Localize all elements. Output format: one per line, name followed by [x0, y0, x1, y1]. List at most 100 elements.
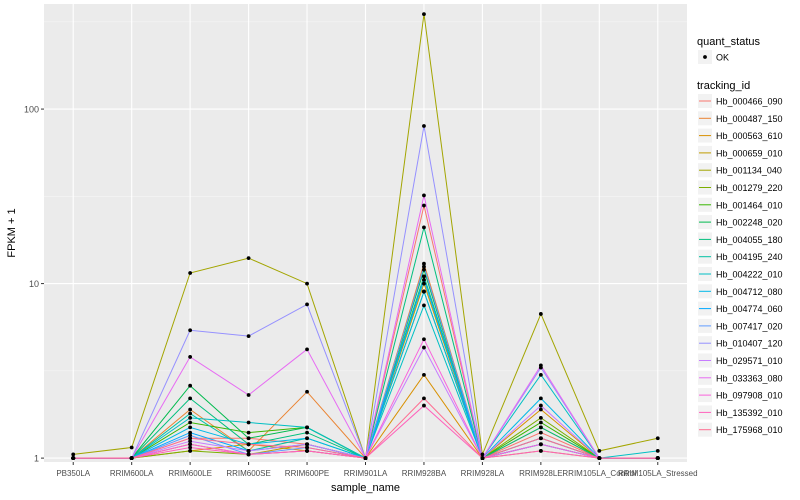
x-tick-label: RRIM901LA [344, 469, 388, 478]
plot-panel [44, 4, 687, 462]
legend-series-label: Hb_001279_220 [716, 183, 783, 193]
data-point [538, 403, 543, 408]
y-tick-label: 10 [29, 279, 39, 289]
data-point [188, 448, 193, 453]
x-tick-label: RRIM600SE [226, 469, 270, 478]
data-point [538, 442, 543, 447]
data-point [422, 261, 426, 266]
legend-series-label: Hb_033363_080 [716, 373, 783, 383]
x-tick-label: RRIM928BA [402, 469, 447, 478]
data-points [71, 12, 660, 461]
data-point [538, 415, 543, 420]
data-point [188, 436, 193, 441]
data-point [422, 274, 426, 279]
x-tick-label: RRIM105LA_Stressed [618, 469, 698, 478]
y-tick-label: 100 [24, 105, 39, 115]
x-tick-label: RRIM600PE [285, 469, 329, 478]
data-point [422, 403, 426, 408]
data-point [422, 337, 426, 342]
y-axis-label: FPKM + 1 [6, 208, 18, 257]
legend-series-label: Hb_029571_010 [716, 356, 783, 366]
data-point [246, 436, 251, 441]
data-point [305, 425, 309, 430]
data-point [71, 452, 76, 457]
data-point [538, 372, 543, 377]
data-point [188, 425, 193, 430]
data-point [305, 302, 309, 307]
x-axis: PB350LA RRIM600LA RRIM600LE RRIM600SE RRIM60… [56, 462, 698, 478]
data-point [422, 281, 426, 286]
data-point [422, 396, 426, 401]
data-point [538, 430, 543, 435]
data-point [597, 448, 602, 453]
data-point [305, 389, 309, 394]
data-point [538, 436, 543, 441]
data-point [188, 415, 193, 420]
legend-series-label: Hb_000487_150 [716, 114, 783, 124]
legend: quant_status OK tracking_id Hb_000466_09… [697, 36, 783, 437]
data-point [422, 345, 426, 350]
data-point [305, 448, 309, 453]
x-tick-label: RRIM928LE [519, 469, 563, 478]
data-point [422, 372, 426, 377]
data-point [422, 277, 426, 282]
data-point [246, 420, 251, 425]
data-point [538, 420, 543, 425]
data-point [422, 193, 426, 198]
data-point [246, 442, 251, 447]
data-point [422, 264, 426, 269]
x-tick-label: PB350LA [56, 469, 90, 478]
data-point [538, 425, 543, 430]
legend-series-label: Hb_004712_080 [716, 287, 783, 297]
data-point [188, 396, 193, 401]
legend-series-label: Hb_004222_010 [716, 270, 783, 280]
data-point [597, 456, 602, 461]
data-point [363, 456, 368, 461]
x-tick-label: RRIM928LA [461, 469, 505, 478]
x-axis-label: sample_name [331, 482, 400, 494]
data-point [422, 225, 426, 230]
legend-point-label: OK [716, 53, 729, 63]
data-point [129, 445, 134, 450]
data-point [246, 452, 251, 457]
data-point [305, 445, 309, 450]
legend-series-label: Hb_002248_020 [716, 218, 783, 228]
legend-point-title: quant_status [697, 36, 760, 48]
data-point [305, 347, 309, 352]
data-point [188, 433, 193, 438]
data-point [188, 383, 193, 388]
data-point [422, 303, 426, 308]
legend-point-items: OK [698, 50, 729, 64]
y-tick-label: 1 [34, 454, 39, 464]
data-point [188, 445, 193, 450]
data-point [480, 456, 485, 461]
data-point [188, 439, 193, 444]
data-point [422, 267, 426, 272]
data-point [246, 448, 251, 453]
data-point [305, 436, 309, 441]
data-point [480, 452, 485, 457]
legend-series-label: Hb_010407_120 [716, 339, 783, 349]
legend-series-label: Hb_175968_010 [716, 425, 783, 435]
data-point [422, 289, 426, 294]
legend-series-label: Hb_004774_060 [716, 304, 783, 314]
x-tick-label: RRIM600LA [110, 469, 154, 478]
data-point [188, 420, 193, 425]
data-point [655, 456, 660, 461]
legend-series-label: Hb_001134_040 [716, 166, 782, 176]
data-point [538, 396, 543, 401]
data-point [538, 448, 543, 453]
grid [44, 4, 687, 462]
legend-series-label: Hb_097908_010 [716, 391, 783, 401]
legend-series-label: Hb_000659_010 [716, 148, 783, 158]
data-point [246, 393, 251, 397]
data-point [188, 355, 193, 359]
data-point [422, 203, 426, 208]
data-point [188, 430, 193, 435]
x-tick-label: RRIM105LA_Control [562, 469, 636, 478]
legend-series-label: Hb_004055_180 [716, 235, 783, 245]
data-point [188, 271, 193, 275]
data-point [246, 334, 251, 339]
data-point [305, 281, 309, 286]
data-point [655, 448, 660, 453]
